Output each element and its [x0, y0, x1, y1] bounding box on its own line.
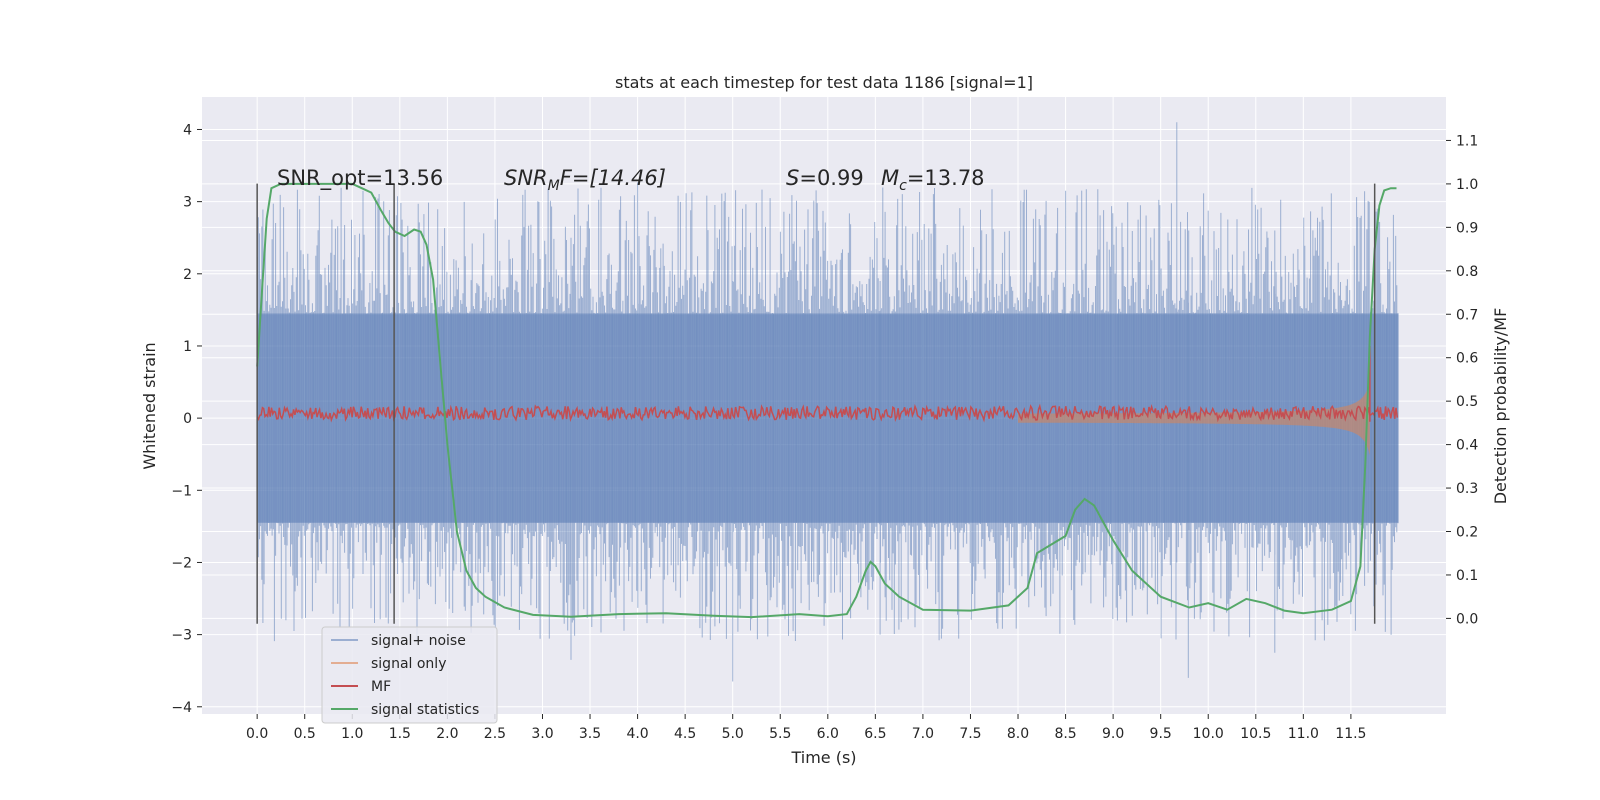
- x-tick-label: 4.0: [626, 726, 648, 742]
- legend-box: [321, 626, 498, 724]
- x-tick-label: 4.5: [674, 726, 696, 742]
- y-left-tick-label: −1: [171, 483, 192, 499]
- x-tick-label: 11.5: [1335, 726, 1366, 742]
- x-tick-label: 2.0: [436, 726, 458, 742]
- x-tick-label: 1.5: [389, 726, 411, 742]
- legend-label-mf: MF: [371, 679, 391, 695]
- x-tick-label: 0.5: [294, 726, 316, 742]
- x-tick-label: 5.5: [769, 726, 791, 742]
- y-left-tick-label: −4: [171, 700, 192, 716]
- annotation-snr-mf-rest: F=[14.46]: [560, 166, 666, 190]
- x-tick-label: 0.0: [246, 726, 268, 742]
- axis-layer: 0.0 0.5 1.0 1.5 2.0 2.5 3.0 3.5 4.0 4.5 5.0 5.5 6.0 6…: [171, 122, 1478, 742]
- x-tick-label: 2.5: [484, 726, 506, 742]
- annotation-s: S=0.99: [786, 166, 864, 190]
- y-left-tick-label: 3: [183, 195, 192, 211]
- legend-label-signal-only: signal only: [371, 656, 446, 672]
- annotation-mc-rest: =13.78: [907, 166, 985, 190]
- y-left-tick-label: 4: [183, 122, 192, 138]
- y-right-tick-label: 0.5: [1456, 394, 1478, 410]
- y-left-tick-label: 1: [183, 339, 192, 355]
- legend-label-signal-noise: signal+ noise: [371, 633, 466, 649]
- x-axis-label: Time (s): [790, 748, 856, 767]
- y-right-tick-label: 0.3: [1456, 481, 1478, 497]
- y-left-tick-label: 2: [183, 267, 192, 283]
- y-right-tick-label: 0.7: [1456, 307, 1478, 323]
- annotation-mc: Mc=13.78: [881, 166, 985, 194]
- y-right-tick-label: 0.0: [1456, 611, 1478, 627]
- y-left-tick-label: 0: [183, 411, 192, 427]
- y-right-tick-label: 0.9: [1456, 220, 1478, 236]
- x-tick-label: 5.0: [722, 726, 744, 742]
- y-left-tick-label: −2: [171, 555, 192, 571]
- annotation-snr-mf-sub: M: [548, 178, 560, 194]
- y-right-tick-label: 0.1: [1456, 568, 1478, 584]
- legend: signal+ noise signal only MF signal stat…: [321, 626, 498, 724]
- x-tick-label: 7.0: [912, 726, 934, 742]
- data-layer: [256, 122, 1399, 682]
- x-tick-label: 10.0: [1193, 726, 1224, 742]
- x-tick-label: 3.0: [531, 726, 553, 742]
- y-right-tick-label: 0.2: [1456, 525, 1478, 541]
- y-right-tick-label: 1.0: [1456, 177, 1478, 193]
- annotation-s-rest: =0.99: [799, 166, 863, 190]
- x-tick-label: 7.5: [959, 726, 981, 742]
- mf-series: [256, 403, 1399, 423]
- y-axis-label-right: Detection probability/MF: [1491, 308, 1510, 505]
- annotation-snr-opt: SNR_opt=13.56: [277, 166, 443, 191]
- marker-layer: [256, 183, 1376, 624]
- y-axis-label-left: Whitened strain: [140, 342, 159, 469]
- x-tick-label: 6.0: [817, 726, 839, 742]
- y-right-tick-label: 0.8: [1456, 264, 1478, 280]
- y-right-tick-label: 0.4: [1456, 438, 1478, 454]
- x-tick-label: 8.0: [1007, 726, 1029, 742]
- annotation-mc-main: M: [881, 166, 899, 190]
- x-tick-label: 9.0: [1102, 726, 1124, 742]
- x-tick-label: 9.5: [1150, 726, 1172, 742]
- chart-title: stats at each timestep for test data 118…: [615, 73, 1033, 92]
- x-tick-label: 3.5: [579, 726, 601, 742]
- x-tick-label: 10.5: [1240, 726, 1271, 742]
- y-right-tick-label: 0.6: [1456, 351, 1478, 367]
- x-tick-label: 8.5: [1054, 726, 1076, 742]
- annotation-mc-sub: c: [899, 178, 907, 194]
- x-tick-label: 6.5: [864, 726, 886, 742]
- y-right-tick-label: 1.1: [1456, 133, 1478, 149]
- annotation-snr-mf-main: SNR: [504, 166, 548, 190]
- legend-label-signal-statistics: signal statistics: [371, 702, 479, 718]
- annotation-snr-mf: SNRMF=[14.46]: [504, 166, 666, 194]
- annotation-s-main: S: [786, 166, 799, 190]
- x-tick-label: 11.0: [1288, 726, 1319, 742]
- x-tick-label: 1.0: [341, 726, 363, 742]
- y-left-tick-label: −3: [171, 628, 192, 644]
- signal-statistics-series: [256, 182, 1397, 619]
